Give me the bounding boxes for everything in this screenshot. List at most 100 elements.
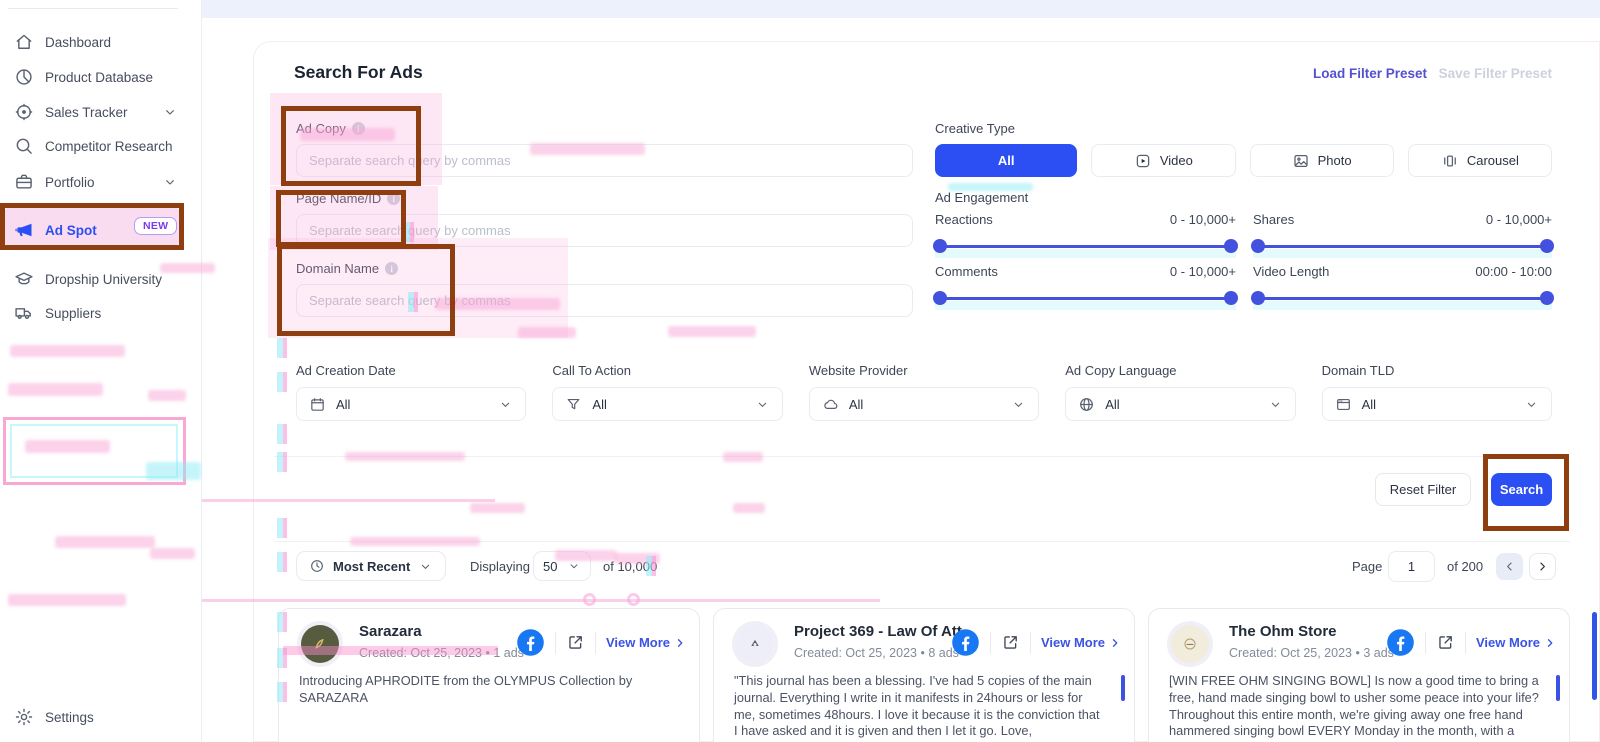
card-actions: View More xyxy=(1386,628,1556,657)
load-filter-preset-link[interactable]: Load Filter Preset xyxy=(1312,66,1427,81)
info-icon[interactable]: i xyxy=(385,262,399,275)
sidebar-item-ad-spot[interactable]: Ad Spot NEW xyxy=(14,217,194,242)
chevron-down-icon xyxy=(755,397,770,412)
window-icon xyxy=(1335,396,1352,413)
card-brand-name: Project 369 - Law Of Att... xyxy=(794,623,975,640)
sidebar-item-portfolio[interactable]: Portfolio xyxy=(14,170,194,194)
page-size-dropdown[interactable]: 50 xyxy=(533,551,591,581)
chevron-down-icon xyxy=(1011,397,1026,412)
domain-name-input[interactable] xyxy=(296,284,913,317)
slider-comments: Comments 0 - 10,000+ xyxy=(933,264,1238,310)
next-page-button[interactable] xyxy=(1529,553,1556,580)
facebook-icon[interactable] xyxy=(951,628,980,657)
chevron-down-icon xyxy=(498,397,513,412)
sidebar-item-dashboard[interactable]: Dashboard xyxy=(14,30,194,54)
info-icon[interactable]: i xyxy=(387,192,401,205)
sidebar-item-suppliers[interactable]: Suppliers xyxy=(14,301,194,325)
divider xyxy=(274,541,1570,542)
page-number-input[interactable] xyxy=(1388,551,1435,582)
card-scrollbar[interactable] xyxy=(1556,675,1560,701)
filter-ad-creation-date: Ad Creation Date All xyxy=(296,363,527,421)
slider-range: 0 - 10,000+ xyxy=(1485,212,1552,227)
creative-type-all-button[interactable]: All xyxy=(935,144,1078,177)
prev-page-button[interactable] xyxy=(1496,553,1523,580)
target-icon xyxy=(14,102,34,122)
brand-avatar xyxy=(1167,621,1213,667)
sidebar-item-label: Suppliers xyxy=(45,305,102,321)
photo-icon xyxy=(1292,152,1310,170)
slider-handle[interactable] xyxy=(1540,239,1554,253)
sidebar-item-settings[interactable]: Settings xyxy=(14,705,194,729)
shares-range-slider[interactable] xyxy=(1251,239,1554,258)
megaphone-icon xyxy=(14,220,34,240)
slider-handle[interactable] xyxy=(1251,291,1265,305)
view-more-link[interactable]: View More xyxy=(606,635,686,650)
view-more-link[interactable]: View More xyxy=(1041,635,1121,650)
ad-card-sarazara: Sarazara Created: Oct 25, 2023 • 1 ads V… xyxy=(278,608,700,742)
filter-dropdown-row: Ad Creation Date All Call To Action All … xyxy=(296,363,1553,421)
sidebar-item-sales-tracker[interactable]: Sales Tracker xyxy=(14,100,194,124)
slider-range: 00:00 - 10:00 xyxy=(1475,264,1552,279)
new-badge: NEW xyxy=(134,217,178,235)
ad-creation-date-dropdown[interactable]: All xyxy=(296,387,527,421)
sidebar-item-label: Dropship University xyxy=(45,271,163,287)
artifact-blob xyxy=(10,345,125,357)
artifact-blob xyxy=(8,594,126,606)
facebook-icon[interactable] xyxy=(516,628,545,657)
reset-filter-button[interactable]: Reset Filter xyxy=(1375,473,1471,506)
slider-name: Video Length xyxy=(1253,264,1330,279)
call-to-action-dropdown[interactable]: All xyxy=(552,387,783,421)
ad-copy-input[interactable] xyxy=(296,144,913,177)
brand-avatar xyxy=(732,621,778,667)
slider-handle[interactable] xyxy=(1224,291,1238,305)
creative-type-label: Creative Type xyxy=(935,121,1015,136)
comments-range-slider[interactable] xyxy=(933,291,1238,310)
sidebar: Dashboard Product Database Sales Tracker… xyxy=(0,0,215,742)
facebook-icon[interactable] xyxy=(1386,628,1415,657)
save-filter-preset-link[interactable]: Save Filter Preset xyxy=(1438,66,1552,81)
sidebar-item-competitor-research[interactable]: Competitor Research xyxy=(14,134,194,158)
card-brand-name: The Ohm Store xyxy=(1229,623,1337,640)
globe-icon xyxy=(1078,396,1095,413)
page-label: Page xyxy=(1352,559,1383,574)
sidebar-item-label: Sales Tracker xyxy=(45,104,128,120)
creative-type-carousel-button[interactable]: Carousel xyxy=(1407,144,1552,177)
chevron-down-icon xyxy=(162,104,178,120)
slider-handle[interactable] xyxy=(1540,291,1554,305)
info-icon[interactable]: i xyxy=(351,122,365,135)
ad-copy-language-dropdown[interactable]: All xyxy=(1065,387,1296,421)
external-link-icon[interactable] xyxy=(1001,633,1020,652)
view-more-link[interactable]: View More xyxy=(1476,635,1556,650)
slider-reactions: Reactions 0 - 10,000+ xyxy=(933,212,1238,258)
displaying-label: Displaying xyxy=(470,559,530,574)
creative-type-photo-button[interactable]: Photo xyxy=(1249,144,1394,177)
domain-tld-dropdown[interactable]: All xyxy=(1321,387,1553,421)
reactions-range-slider[interactable] xyxy=(933,239,1238,258)
chevron-down-icon xyxy=(162,174,178,190)
page-scrollbar[interactable] xyxy=(1592,612,1597,700)
page-name-input[interactable] xyxy=(296,214,913,247)
divider xyxy=(1464,631,1466,654)
dropdown-label: Call To Action xyxy=(552,363,631,378)
card-scrollbar[interactable] xyxy=(1121,675,1125,701)
creative-type-video-button[interactable]: Video xyxy=(1091,144,1236,177)
slider-handle[interactable] xyxy=(933,239,947,253)
website-provider-dropdown[interactable]: All xyxy=(808,387,1040,421)
dropdown-label: Ad Copy Language xyxy=(1065,363,1177,378)
sidebar-item-dropship-university[interactable]: Dropship University xyxy=(14,267,194,291)
external-link-icon[interactable] xyxy=(1436,633,1455,652)
sort-dropdown[interactable]: Most Recent xyxy=(296,551,447,581)
slider-handle[interactable] xyxy=(933,291,947,305)
sidebar-divider xyxy=(8,8,178,9)
chevron-down-icon xyxy=(418,559,433,574)
card-created-line: Created: Oct 25, 2023 • 8 ads xyxy=(794,646,959,660)
external-link-icon[interactable] xyxy=(566,633,585,652)
slider-handle[interactable] xyxy=(1224,239,1238,253)
sidebar-item-label: Ad Spot xyxy=(45,222,97,238)
sidebar-item-product-database[interactable]: Product Database xyxy=(14,65,194,89)
search-button[interactable]: Search xyxy=(1491,473,1552,506)
chevron-down-icon xyxy=(1524,397,1539,412)
slider-handle[interactable] xyxy=(1251,239,1265,253)
video-length-range-slider[interactable] xyxy=(1251,291,1554,310)
clock-icon xyxy=(309,558,325,574)
